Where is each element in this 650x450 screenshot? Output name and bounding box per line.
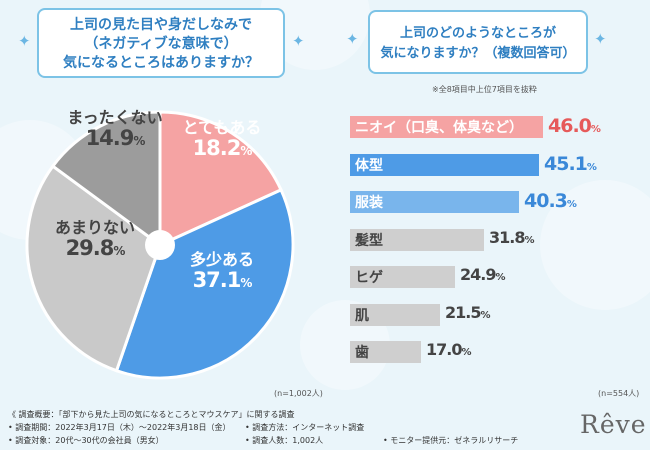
bar-value-label: 40.3% — [524, 190, 577, 212]
pie-slice-name: 多少ある — [189, 250, 254, 269]
pie-slice-label: とてもある 18.2% — [167, 118, 277, 160]
survey-title: 《 調査概要：「部下から見た上司の気になるところとマウスケア」に関する調査 — [8, 410, 295, 419]
pie-sample-size: (n=1,002人) — [274, 389, 323, 398]
pie-slice-value: 14.9% — [85, 125, 146, 150]
sparkle-icon: ✦ — [18, 32, 31, 50]
bar: ニオイ（口臭、体臭など） — [350, 116, 543, 138]
survey-period: • 調査期間：2022年3月17日（木）～2022年3月18日（金） — [8, 423, 231, 432]
pie-slice-label: まったくない 14.9% — [60, 108, 170, 150]
pie-slice-value: 18.2% — [192, 135, 253, 160]
bar-value-label: 21.5% — [445, 302, 491, 322]
pie-slice — [114, 187, 295, 380]
bar-value-label: 17.0% — [426, 340, 472, 359]
background-bubble — [540, 180, 650, 310]
survey-target: • 調査対象：20代～30代の会社員（男女） — [8, 436, 164, 445]
bar-value-label: 46.0% — [548, 115, 601, 137]
bar-chart-note: ※全8項目中上位7項目を抜粋 — [432, 85, 537, 94]
pie-question-title: 上司の見た目や身だしなみで （ネガティブな意味で） 気になるところはありますか？ — [37, 8, 285, 78]
bar-category-label: ニオイ（口臭、体臭など） — [355, 120, 523, 136]
pie-slice — [158, 110, 284, 248]
bar: 歯 — [350, 341, 421, 363]
bar-category-label: 体型 — [355, 157, 383, 174]
brand-logo: Rêve — [580, 410, 647, 439]
pie-slice-name: まったくない — [67, 108, 163, 127]
bar: ヒゲ — [350, 266, 455, 288]
sparkle-icon: ✦ — [346, 30, 359, 48]
survey-provider: • モニター提供元：ゼネラルリサーチ — [383, 436, 519, 445]
bar-value-label: 24.9% — [460, 265, 506, 284]
bar-value-label: 31.8% — [489, 227, 535, 247]
bar: 髪型 — [350, 228, 484, 251]
bar-question-title: 上司のどのようなところが 気になりますか？（複数回答可） — [368, 10, 588, 74]
pie-slice-value: 37.1% — [192, 267, 253, 292]
bar: 体型 — [350, 153, 539, 176]
pie-center-hole — [145, 230, 175, 260]
bar-category-label: 歯 — [355, 345, 369, 361]
pie-slice-label: あまりない 29.8% — [40, 218, 150, 260]
title-line: 気になりますか？（複数回答可） — [380, 46, 576, 61]
bar-sample-size: (n=554人) — [598, 389, 640, 398]
bar-category-label: 服装 — [355, 195, 383, 211]
pie-slice — [25, 164, 162, 373]
pie-slice-value: 29.8% — [65, 235, 126, 260]
title-line: （ネガティブな意味で） — [84, 36, 238, 52]
pie-slice-label: 多少ある 37.1% — [167, 250, 277, 292]
survey-method: • 調査方法：インターネット調査 — [245, 423, 365, 432]
bar-value-label: 45.1% — [544, 152, 597, 175]
survey-count: • 調査人数：1,002人 — [245, 436, 324, 445]
pie-slice-name: あまりない — [54, 218, 135, 237]
pie-slice-name: とてもある — [182, 118, 262, 137]
bar: 肌 — [350, 303, 440, 326]
title-line: 気になるところはありますか？ — [63, 55, 259, 71]
title-line: 上司のどのようなところが — [399, 26, 556, 41]
title-line: 上司の見た目や身だしなみで — [70, 17, 252, 33]
bar-category-label: 髪型 — [355, 232, 383, 249]
sparkle-icon: ✦ — [594, 30, 607, 48]
pie-slice — [50, 110, 162, 248]
bar-category-label: ヒゲ — [355, 270, 383, 286]
bar-category-label: 肌 — [355, 307, 369, 324]
sparkle-icon: ✦ — [292, 32, 305, 50]
bar: 服装 — [350, 191, 519, 213]
